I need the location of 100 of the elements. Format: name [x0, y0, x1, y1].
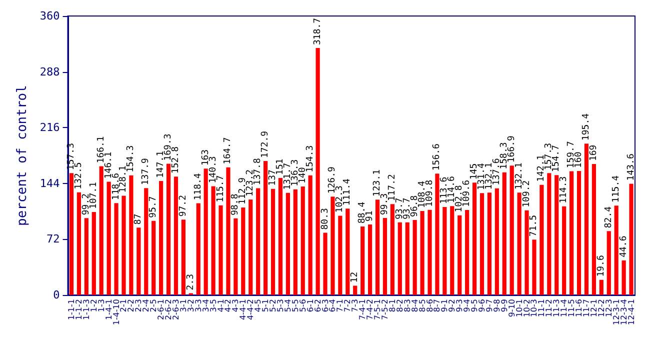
- x-tick-label: 9-9: [500, 299, 509, 312]
- x-tick-label: 5-2: [268, 299, 278, 312]
- data-label: 166.9: [506, 136, 517, 163]
- x-tick-label: 12-3: [604, 299, 614, 318]
- bar: [293, 189, 298, 295]
- bar: [278, 178, 283, 295]
- bar: [554, 175, 559, 295]
- data-label: 154.7: [552, 145, 562, 172]
- x-tick-label: 4-4-2: [246, 299, 256, 320]
- bar: [606, 231, 611, 295]
- bar: [136, 228, 141, 295]
- x-tick-label: 5-3: [276, 299, 285, 312]
- bar: [458, 215, 462, 295]
- bar: [487, 192, 492, 295]
- data-label: 169: [588, 144, 599, 162]
- bar: [494, 188, 499, 295]
- bar: [420, 210, 424, 295]
- bar: [92, 212, 96, 295]
- bar: [114, 203, 118, 295]
- data-label: 19.6: [596, 255, 606, 277]
- x-tick-label: 3-4: [201, 299, 210, 312]
- y-axis-title: percent of control: [15, 85, 30, 226]
- bar: [308, 175, 312, 295]
- x-tick-label: 5-1: [261, 299, 270, 312]
- x-tick-label: 4-4-1: [238, 299, 248, 320]
- bar: [540, 184, 544, 295]
- x-tick-label: 7-5-2: [380, 299, 390, 320]
- x-tick-label: 2-3: [134, 299, 144, 312]
- y-tick-label: 216: [40, 121, 60, 134]
- bar: [204, 168, 208, 295]
- bar: [510, 166, 514, 295]
- bar: [226, 167, 230, 295]
- x-tick-label: 7-4-1: [358, 299, 368, 320]
- y-tick-label: 0: [53, 288, 60, 302]
- bar: [159, 181, 164, 295]
- bar: [248, 200, 253, 295]
- x-tick-label: 6-3: [320, 299, 330, 312]
- x-tick-label: 4-5: [254, 299, 263, 312]
- bar: [122, 196, 126, 295]
- x-tick-label: 12-3-1: [612, 299, 621, 326]
- bar: [360, 226, 365, 295]
- bar: [76, 192, 82, 295]
- data-label: 95.7: [148, 196, 159, 218]
- data-label: 132.5: [74, 162, 84, 190]
- data-label: 172.9: [260, 130, 271, 158]
- x-tick-label: 5-4: [283, 299, 292, 312]
- bar: [592, 164, 596, 295]
- data-label: 80.3: [320, 208, 330, 230]
- x-tick-label: 11-5: [567, 299, 576, 318]
- data-label: 115.4: [611, 175, 622, 203]
- x-tick-label: 10-3: [530, 299, 539, 318]
- x-tick-label: 7-3: [350, 299, 360, 312]
- x-tick-label: 6-2: [313, 299, 322, 312]
- bar: [547, 173, 552, 295]
- x-tick-label: 2-6-2: [164, 299, 174, 320]
- bar: [524, 210, 529, 295]
- bar: [211, 186, 216, 295]
- bar: [353, 286, 358, 295]
- x-tick-label: 8-1: [388, 299, 397, 312]
- x-tick-label: 11-2: [544, 299, 554, 318]
- bar: [576, 171, 582, 295]
- x-tick-label: 9-5: [470, 299, 480, 312]
- x-tick-label: 9-6: [477, 299, 486, 312]
- x-tick-label: 1-3: [96, 299, 106, 312]
- x-tick-label: 7-2: [343, 299, 352, 312]
- x-tick-label: 12-1: [589, 299, 598, 318]
- data-label: 82.4: [604, 206, 614, 228]
- data-label: 109.8: [424, 180, 435, 207]
- x-tick-label: 7-1: [336, 299, 345, 312]
- bar: [465, 210, 470, 295]
- y-tick-label: 360: [40, 10, 60, 22]
- data-label: 114.3: [559, 176, 570, 204]
- x-tick-label: 9-3: [455, 299, 464, 312]
- bar: [129, 175, 134, 295]
- y-tick-label: 144: [40, 176, 60, 190]
- bar: [152, 220, 156, 295]
- x-tick-label: 8-6: [425, 299, 434, 312]
- bar: [346, 208, 350, 295]
- x-tick-label: 8-2: [395, 299, 404, 312]
- bar: [629, 184, 634, 295]
- bar: [300, 186, 305, 295]
- bar: [570, 171, 574, 295]
- x-tick-label: 8-7: [432, 299, 442, 312]
- bar: [181, 220, 186, 295]
- x-tick-label: 9-7: [484, 299, 494, 312]
- bar: [435, 174, 440, 295]
- x-tick-label: 8-4: [410, 299, 420, 312]
- x-tick-label: 2-2: [126, 299, 136, 312]
- bar: [622, 260, 626, 295]
- x-tick-label: 10-1: [514, 299, 524, 318]
- x-tick-label: 8-3: [402, 299, 412, 312]
- x-tick-label: 4-1: [216, 299, 226, 312]
- x-tick-label: 9-2: [448, 299, 457, 312]
- data-label: 109.2: [522, 180, 532, 208]
- x-tick-label: 7-5-1: [373, 299, 382, 320]
- bar: [196, 203, 200, 295]
- bar: [330, 196, 335, 295]
- data-label: 71.5: [529, 214, 540, 237]
- bar: [532, 240, 536, 295]
- x-tick-label: 5-5: [290, 299, 300, 312]
